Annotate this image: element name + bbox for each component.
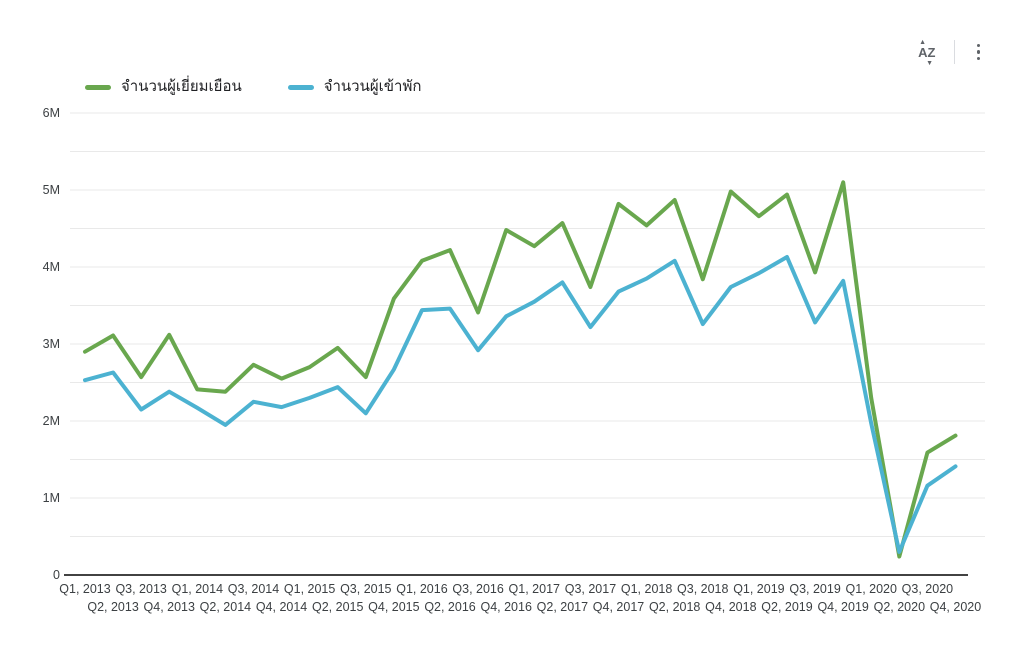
x-axis-tick-label: Q2, 2019 xyxy=(761,600,812,614)
x-axis-tick-label: Q2, 2013 xyxy=(87,600,138,614)
chart-toolbar: ▲ AZ ▼ xyxy=(914,38,989,67)
y-axis-tick-label: 0 xyxy=(53,568,60,582)
x-axis-tick-label: Q1, 2019 xyxy=(733,582,784,596)
x-axis-tick-label: Q2, 2017 xyxy=(537,600,588,614)
x-axis-tick-label: Q4, 2014 xyxy=(256,600,307,614)
x-axis-tick-label: Q3, 2019 xyxy=(789,582,840,596)
x-axis-tick-label: Q2, 2018 xyxy=(649,600,700,614)
x-axis-tick-label: Q3, 2017 xyxy=(565,582,616,596)
series-line-0 xyxy=(83,180,958,559)
kebab-menu-icon xyxy=(971,42,987,63)
chart-options-button[interactable] xyxy=(969,39,989,65)
sort-button[interactable]: ▲ AZ ▼ xyxy=(914,38,939,67)
legend-label-visitors: จำนวนผู้เยี่ยมเยือน xyxy=(121,78,242,95)
legend-item-guests[interactable]: จำนวนผู้เข้าพัก xyxy=(287,78,422,96)
x-axis-tick-label: Q3, 2016 xyxy=(452,582,503,596)
x-axis-tick-label: Q4, 2020 xyxy=(930,600,981,614)
x-axis-tick-label: Q3, 2020 xyxy=(902,582,953,596)
x-axis-tick-label: Q2, 2014 xyxy=(200,600,251,614)
x-axis-tick-label: Q4, 2017 xyxy=(593,600,644,614)
x-axis-tick-label: Q4, 2018 xyxy=(705,600,756,614)
x-axis-tick-label: Q1, 2013 xyxy=(59,582,110,596)
y-axis-tick-label: 1M xyxy=(43,491,60,505)
caret-up-icon: ▲ xyxy=(919,38,927,46)
sort-az-icon: ▲ AZ ▼ xyxy=(918,38,936,67)
x-axis-tick-label: Q1, 2016 xyxy=(396,582,447,596)
x-axis-tick-label: Q1, 2015 xyxy=(284,582,335,596)
x-axis-tick-label: Q2, 2020 xyxy=(874,600,925,614)
x-axis-tick-label: Q4, 2016 xyxy=(480,600,531,614)
caret-down-icon: ▼ xyxy=(926,59,934,67)
x-axis-tick-label: Q3, 2018 xyxy=(677,582,728,596)
x-axis-tick-label: Q1, 2014 xyxy=(172,582,223,596)
x-axis-tick-label: Q4, 2015 xyxy=(368,600,419,614)
chart-legend: จำนวนผู้เยี่ยมเยือน จำนวนผู้เข้าพัก xyxy=(85,78,421,96)
toolbar-divider xyxy=(953,40,955,64)
x-axis-tick-label: Q3, 2014 xyxy=(228,582,279,596)
x-axis-tick-label: Q1, 2017 xyxy=(509,582,560,596)
x-axis-tick-label: Q4, 2019 xyxy=(817,600,868,614)
y-axis-tick-label: 6M xyxy=(43,106,60,120)
x-axis-tick-label: Q1, 2020 xyxy=(846,582,897,596)
legend-label-guests: จำนวนผู้เข้าพัก xyxy=(323,78,422,95)
guests-series-swatch xyxy=(287,84,314,90)
y-axis-tick-label: 5M xyxy=(43,183,60,197)
x-axis-tick-label: Q2, 2015 xyxy=(312,600,363,614)
x-axis-tick-label: Q3, 2013 xyxy=(115,582,166,596)
y-axis-tick-label: 4M xyxy=(43,260,60,274)
series-line-1 xyxy=(83,255,958,554)
x-axis-tick-label: Q3, 2015 xyxy=(340,582,391,596)
x-axis-tick-label: Q2, 2016 xyxy=(424,600,475,614)
x-axis-tick-label: Q4, 2013 xyxy=(144,600,195,614)
x-axis-tick-label: Q1, 2018 xyxy=(621,582,672,596)
legend-item-visitors[interactable]: จำนวนผู้เยี่ยมเยือน xyxy=(85,78,242,96)
y-axis-tick-label: 2M xyxy=(43,414,60,428)
y-axis-tick-label: 3M xyxy=(43,337,60,351)
visitors-series-swatch xyxy=(85,84,111,90)
